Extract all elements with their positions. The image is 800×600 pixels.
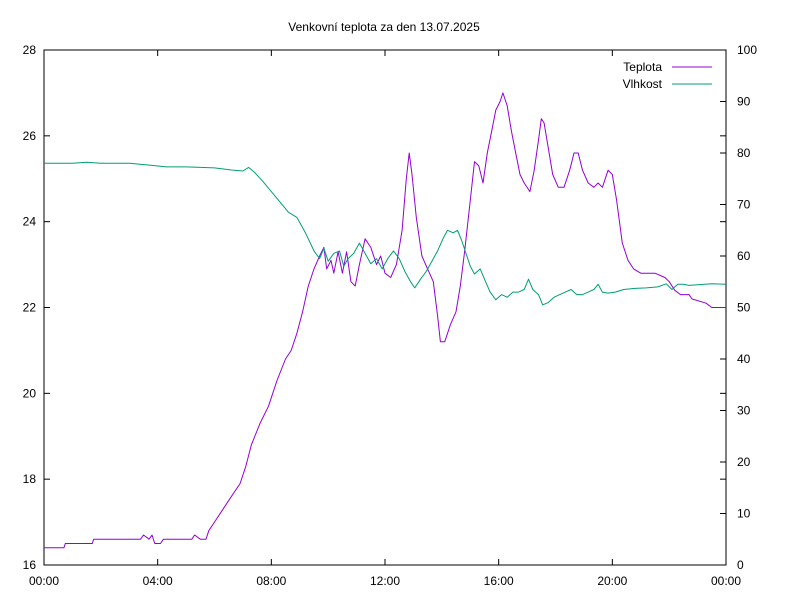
y2-tick-label: 20 bbox=[737, 455, 751, 469]
y-axis-left: 16 18 20 22 24 26 28 bbox=[23, 43, 726, 572]
y2-tick-label: 0 bbox=[737, 558, 744, 572]
x-tick-label: 04:00 bbox=[143, 574, 173, 588]
y2-tick-label: 40 bbox=[737, 352, 751, 366]
y2-tick-label: 60 bbox=[737, 249, 751, 263]
chart-title: Venkovní teplota za den 13.07.2025 bbox=[288, 20, 480, 34]
y2-tick-label: 80 bbox=[737, 146, 751, 160]
legend: Teplota Vlhkost bbox=[623, 60, 712, 91]
y-tick-label: 28 bbox=[23, 43, 37, 57]
y2-tick-label: 50 bbox=[737, 301, 751, 315]
x-tick-label: 12:00 bbox=[370, 574, 400, 588]
series-line-vlhkost bbox=[44, 161, 727, 306]
x-tick-label: 08:00 bbox=[256, 574, 286, 588]
y2-tick-label: 70 bbox=[737, 198, 751, 212]
x-tick-label: 00:00 bbox=[711, 574, 741, 588]
y2-tick-label: 90 bbox=[737, 95, 751, 109]
legend-label-vlhkost: Vlhkost bbox=[623, 77, 663, 91]
x-tick-label: 20:00 bbox=[597, 574, 627, 588]
series-line-teplota bbox=[44, 92, 726, 549]
y-tick-label: 26 bbox=[23, 129, 37, 143]
x-tick-label: 16:00 bbox=[484, 574, 514, 588]
y-tick-label: 24 bbox=[23, 215, 37, 229]
x-axis: 00:00 04:00 08:00 12:00 16:00 20:00 00:00 bbox=[29, 50, 741, 588]
y2-tick-label: 30 bbox=[737, 404, 751, 418]
x-tick-label: 00:00 bbox=[29, 574, 59, 588]
plot-border bbox=[43, 49, 727, 566]
y-axis-right: 0 10 20 30 40 50 60 70 80 90 100 bbox=[720, 43, 757, 572]
y-tick-label: 22 bbox=[23, 301, 37, 315]
y-tick-label: 16 bbox=[23, 558, 37, 572]
y-tick-label: 18 bbox=[23, 472, 37, 486]
legend-label-teplota: Teplota bbox=[623, 60, 662, 74]
y-tick-label: 20 bbox=[23, 386, 37, 400]
y2-tick-label: 100 bbox=[737, 43, 757, 57]
series-lines bbox=[44, 92, 727, 549]
y2-tick-label: 10 bbox=[737, 507, 751, 521]
